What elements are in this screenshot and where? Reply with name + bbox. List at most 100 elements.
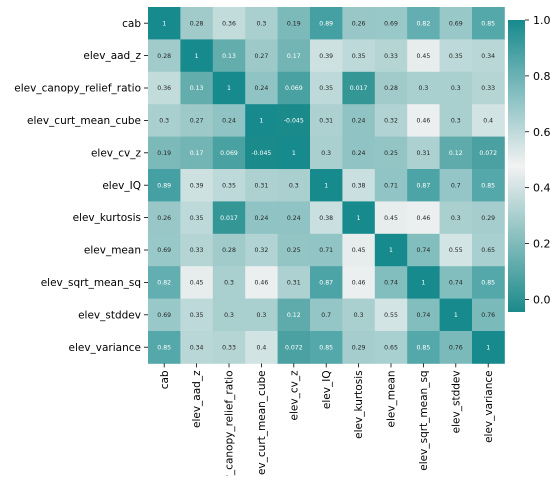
cell-value-label-10-4: 0.072 xyxy=(285,344,303,351)
heatmap-cells: 1 0.28 0.36 0.3 0.19 0.89 0.26 0.69 0.82 0.69 0.85… xyxy=(148,7,505,364)
heatmap-cell-2-10 xyxy=(472,71,505,105)
cell-value-label-10-1: 0.34 xyxy=(190,344,204,351)
cell-value-label-7-6: 0.45 xyxy=(352,247,366,254)
cell-value-label-9-1: 0.35 xyxy=(190,312,204,319)
cell-value-label-6-5: 0.38 xyxy=(319,215,333,222)
cell-value-label-9-4: 0.12 xyxy=(287,312,301,319)
cell-value-label-4-5: 0.3 xyxy=(321,150,331,157)
cell-value-label-10-0: 0.85 xyxy=(157,344,171,351)
heatmap-cell-3-0 xyxy=(148,104,181,137)
x-tick-label-elev_aad_z: elev_aad_z xyxy=(191,370,203,428)
heatmap-cell-0-5 xyxy=(310,7,343,40)
cell-value-label-9-3: 0.3 xyxy=(256,312,266,319)
cell-value-label-2-5: 0.35 xyxy=(319,85,333,92)
heatmap-cell-3-6 xyxy=(342,104,376,137)
cell-value-label-8-3: 0.46 xyxy=(255,280,269,287)
cell-value-label-0-6: 0.26 xyxy=(352,20,366,27)
cell-value-label-5-2: 0.35 xyxy=(222,182,236,189)
cell-value-label-2-9: 0.3 xyxy=(451,85,461,92)
cell-value-label-3-5: 0.31 xyxy=(319,118,333,125)
heatmap-cell-8-6 xyxy=(342,266,376,299)
heatmap-cell-6-3 xyxy=(245,201,278,235)
cell-value-label-7-7: 1 xyxy=(389,247,393,254)
heatmap-cell-8-2 xyxy=(212,266,246,299)
cell-value-label-10-7: 0.65 xyxy=(384,344,398,351)
cell-value-label-2-10: 0.33 xyxy=(481,85,495,92)
cell-value-label-10-5: 0.85 xyxy=(319,344,333,351)
heatmap-cell-0-0 xyxy=(148,7,181,40)
heatmap-cell-9-8 xyxy=(407,298,440,332)
cell-value-label-3-10: 0.4 xyxy=(483,118,493,125)
x-tick-label-elev_stddev: elev_stddev xyxy=(450,370,462,433)
heatmap-cell-1-1 xyxy=(180,39,214,73)
heatmap-cell-9-9 xyxy=(439,298,473,332)
cell-value-label-7-5: 0.71 xyxy=(319,247,333,254)
heatmap-cell-5-9 xyxy=(439,169,473,202)
heatmap-cell-10-8 xyxy=(407,331,440,364)
heatmap-cell-10-6 xyxy=(342,331,376,364)
cell-value-label-10-2: 0.33 xyxy=(222,344,236,351)
colorbar-tick-label-0.2: 0.2 xyxy=(533,238,550,251)
cell-value-label-2-3: 0.24 xyxy=(255,85,269,92)
heatmap-cell-0-3 xyxy=(245,7,278,40)
heatmap-cell-10-5 xyxy=(310,331,343,364)
heatmap-cell-2-6 xyxy=(342,71,376,105)
cell-value-label-6-8: 0.46 xyxy=(417,215,431,222)
heatmap-cell-7-3 xyxy=(245,233,278,267)
cell-value-label-0-1: 0.28 xyxy=(190,20,204,27)
heatmap-cell-3-2 xyxy=(212,104,246,137)
heatmap-cell-7-5 xyxy=(310,233,343,267)
heatmap-cell-10-3 xyxy=(245,331,278,364)
cell-value-label-4-2: 0.069 xyxy=(220,150,238,157)
cell-value-label-1-7: 0.33 xyxy=(384,53,398,60)
heatmap-cell-8-5 xyxy=(310,266,343,299)
heatmap-cell-10-0 xyxy=(148,331,181,364)
heatmap-cell-6-9 xyxy=(439,201,473,235)
cell-value-label-5-10: 0.85 xyxy=(481,182,495,189)
heatmap-cell-8-7 xyxy=(374,266,408,299)
cell-value-label-2-7: 0.28 xyxy=(384,85,398,92)
heatmap-cell-5-4 xyxy=(277,169,311,202)
heatmap-cell-8-0 xyxy=(148,266,181,299)
cell-value-label-9-0: 0.69 xyxy=(157,312,171,319)
cell-value-label-5-9: 0.7 xyxy=(451,182,461,189)
cell-value-label-3-2: 0.24 xyxy=(222,118,236,125)
heatmap-cell-5-3 xyxy=(245,169,278,202)
cell-value-label-5-5: 1 xyxy=(324,182,328,189)
cell-value-label-9-2: 0.3 xyxy=(224,312,234,319)
cell-value-label-4-4: 1 xyxy=(292,150,296,157)
cell-value-label-7-4: 0.25 xyxy=(287,247,301,254)
heatmap-cell-6-2 xyxy=(212,201,246,235)
heatmap-cell-2-8 xyxy=(407,71,440,105)
heatmap-cell-7-7 xyxy=(374,233,408,267)
y-tick-label-elev_cv_z: elev_cv_z xyxy=(91,147,142,159)
heatmap-cell-6-7 xyxy=(374,201,408,235)
colorbar-tick-label-0.8: 0.8 xyxy=(533,70,550,83)
cell-value-label-2-0: 0.36 xyxy=(157,85,171,92)
cell-value-label-0-4: 0.19 xyxy=(287,20,301,27)
heatmap-cell-10-4 xyxy=(277,331,311,364)
cell-value-label-6-9: 0.3 xyxy=(451,215,461,222)
x-tick-label-elev_cv_z: elev_cv_z xyxy=(288,370,300,421)
heatmap-cell-10-1 xyxy=(180,331,214,364)
heatmap-cell-6-0 xyxy=(148,201,181,235)
heatmap-cell-1-8 xyxy=(407,39,440,73)
x-tick-label-elev_mean: elev_mean xyxy=(386,370,398,427)
heatmap-cell-0-7 xyxy=(374,7,408,40)
heatmap-cell-4-3 xyxy=(245,136,278,170)
heatmap-cell-1-10 xyxy=(472,39,505,73)
cell-value-label-2-2: 1 xyxy=(227,85,231,92)
cell-value-label-0-10: 0.85 xyxy=(481,20,495,27)
cell-value-label-3-0: 0.3 xyxy=(159,118,169,125)
cell-value-label-3-1: 0.27 xyxy=(190,118,204,125)
cell-value-label-1-9: 0.35 xyxy=(449,53,463,60)
heatmap-cell-4-9 xyxy=(439,136,473,170)
cell-value-label-6-2: 0.017 xyxy=(220,215,238,222)
heatmap-cell-8-1 xyxy=(180,266,214,299)
heatmap-cell-6-1 xyxy=(180,201,214,235)
y-tick-label-elev_mean: elev_mean xyxy=(84,245,141,257)
x-tick-label-elev_kurtosis: elev_kurtosis xyxy=(353,370,365,438)
cell-value-label-2-1: 0.13 xyxy=(190,85,204,92)
y-tick-label-elev_canopy_relief_ratio: elev_canopy_relief_ratio xyxy=(14,83,141,95)
heatmap-cell-9-2 xyxy=(212,298,246,332)
